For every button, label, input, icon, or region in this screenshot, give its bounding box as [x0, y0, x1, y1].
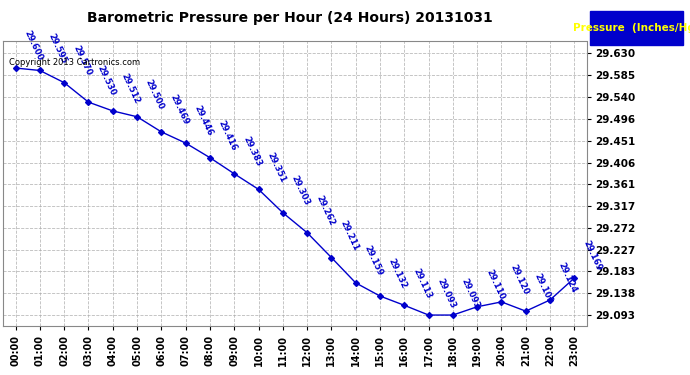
Text: 29.093: 29.093 — [460, 277, 482, 309]
Text: Pressure  (Inches/Hg): Pressure (Inches/Hg) — [573, 23, 690, 33]
Text: 29.303: 29.303 — [290, 174, 311, 207]
Text: 29.101: 29.101 — [533, 273, 555, 306]
Text: 29.600: 29.600 — [23, 30, 44, 63]
Text: 29.169: 29.169 — [581, 239, 603, 273]
Text: 29.113: 29.113 — [411, 267, 433, 300]
Text: 29.211: 29.211 — [338, 219, 360, 252]
Text: 29.530: 29.530 — [95, 63, 117, 97]
Text: 29.595: 29.595 — [47, 32, 69, 65]
Text: 29.351: 29.351 — [266, 151, 287, 184]
Text: 29.469: 29.469 — [168, 93, 190, 126]
Text: 29.500: 29.500 — [144, 78, 166, 111]
Text: 29.446: 29.446 — [193, 104, 215, 138]
Text: 29.110: 29.110 — [484, 268, 506, 301]
Text: 29.262: 29.262 — [314, 194, 336, 227]
Text: 29.159: 29.159 — [363, 244, 384, 278]
Text: Barometric Pressure per Hour (24 Hours) 20131031: Barometric Pressure per Hour (24 Hours) … — [87, 11, 493, 25]
Text: 29.512: 29.512 — [120, 72, 141, 105]
Text: 29.093: 29.093 — [435, 277, 457, 309]
Text: 29.570: 29.570 — [71, 44, 93, 77]
Text: 29.383: 29.383 — [241, 135, 263, 168]
Text: 29.416: 29.416 — [217, 119, 239, 152]
Text: 29.120: 29.120 — [509, 263, 530, 296]
Text: 29.132: 29.132 — [387, 257, 408, 291]
Text: 29.124: 29.124 — [557, 261, 579, 294]
Text: Copyright 2013 Cartronics.com: Copyright 2013 Cartronics.com — [9, 58, 140, 68]
